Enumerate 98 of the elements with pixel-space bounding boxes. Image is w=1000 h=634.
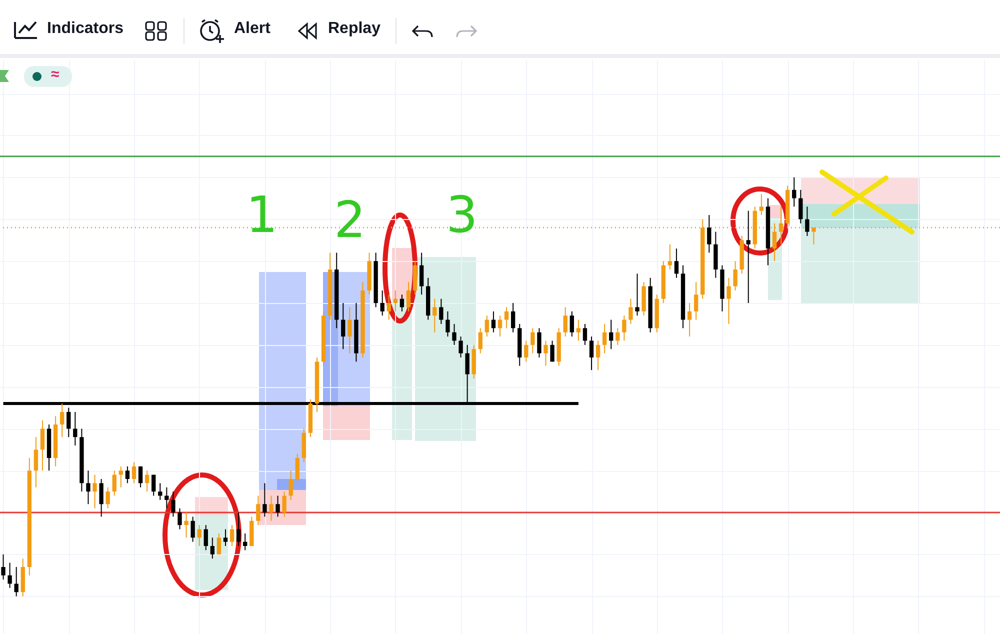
candlestick: [386, 294, 391, 320]
candlestick: [596, 340, 600, 371]
candlestick: [236, 512, 241, 547]
candlestick: [171, 491, 176, 518]
candlestick: [178, 508, 182, 530]
candlestick: [400, 294, 404, 312]
candlestick: [34, 436, 38, 488]
candlestick: [484, 315, 490, 338]
candlestick: [106, 486, 110, 509]
candlestick: [8, 562, 12, 588]
candlestick: [805, 206, 810, 236]
candlestick: [576, 319, 581, 342]
annotation: 1: [246, 186, 278, 244]
candlestick: [40, 420, 45, 472]
candlestick: [609, 319, 614, 350]
candlestick: [694, 282, 698, 320]
candlestick: [138, 466, 143, 488]
text: Replay: [328, 20, 380, 38]
candlestick: [792, 176, 796, 208]
candlestick: [537, 328, 542, 358]
candlestick: [772, 222, 777, 262]
candlestick: [60, 403, 64, 438]
candlestick: [223, 528, 228, 547]
candlestick: [269, 495, 274, 522]
candlestick: [812, 227, 816, 245]
candlestick: [125, 466, 130, 484]
candlestick: [92, 474, 97, 509]
candlestick: [204, 524, 208, 551]
candlestick: [118, 466, 124, 488]
candlestick: [432, 298, 437, 333]
candlestick: [628, 298, 633, 324]
candlestick: [341, 302, 346, 350]
candlestick: [348, 306, 352, 354]
candlestick: [256, 495, 260, 526]
candlestick: [282, 491, 286, 518]
candlestick: [262, 482, 267, 518]
candlestick: [759, 194, 764, 216]
candlestick: [14, 566, 18, 597]
text: Indicators: [47, 20, 124, 38]
candlestick: [602, 323, 607, 354]
candlestick: [190, 516, 195, 542]
candlestick: [393, 290, 398, 312]
candlestick: [230, 524, 234, 547]
candlestick: [616, 328, 620, 346]
candlestick: [158, 482, 162, 500]
candlestick: [406, 282, 411, 312]
candlestick: [589, 336, 594, 371]
candlestick: [687, 302, 692, 338]
candlestick: [452, 323, 456, 346]
candlestick: [778, 206, 784, 245]
candlestick: [288, 470, 293, 500]
candlestick: [707, 214, 712, 254]
candlestick: [635, 273, 640, 316]
candlestick: [478, 328, 482, 354]
candlestick: [798, 189, 803, 224]
annotation: 3: [446, 186, 478, 244]
text: ≈: [51, 66, 60, 83]
candlestick: [66, 407, 71, 438]
candlestick: [144, 470, 150, 492]
annotation: 2: [334, 191, 366, 249]
candlestick: [563, 306, 568, 338]
candlestick: [439, 298, 444, 324]
candlestick: [197, 524, 202, 547]
candlestick: [132, 462, 136, 484]
candlestick: [446, 310, 450, 338]
candlestick: [295, 453, 300, 484]
candlestick: [458, 336, 463, 358]
candlestick: [210, 537, 215, 560]
candlestick: [674, 248, 679, 278]
candlestick: [524, 340, 528, 362]
candlestick: [544, 340, 548, 366]
candlestick: [164, 486, 169, 509]
candlestick: [622, 315, 626, 342]
candlestick: [504, 306, 509, 329]
candlestick: [184, 512, 188, 538]
candlestick: [112, 470, 116, 496]
candlestick: [152, 474, 156, 496]
candlestick: [276, 495, 280, 518]
candlestick: [733, 260, 738, 291]
candlestick: [86, 470, 90, 505]
candlestick: [510, 302, 516, 333]
candlestick: [99, 478, 104, 518]
candlestick: [491, 310, 496, 333]
candlestick: [668, 244, 672, 270]
candlestick: [746, 210, 750, 304]
candlestick: [1, 554, 6, 580]
candlestick: [726, 277, 731, 324]
candlestick: [530, 328, 535, 354]
candlestick: [73, 411, 78, 446]
candlestick: [582, 323, 588, 346]
candlestick: [498, 315, 502, 338]
candlestick: [419, 252, 424, 296]
candlestick: [216, 532, 222, 555]
text: Alert: [234, 20, 270, 38]
candlestick: [570, 310, 574, 338]
candlestick: [380, 290, 384, 316]
candlestick: [243, 532, 248, 551]
candlestick: [550, 340, 554, 362]
